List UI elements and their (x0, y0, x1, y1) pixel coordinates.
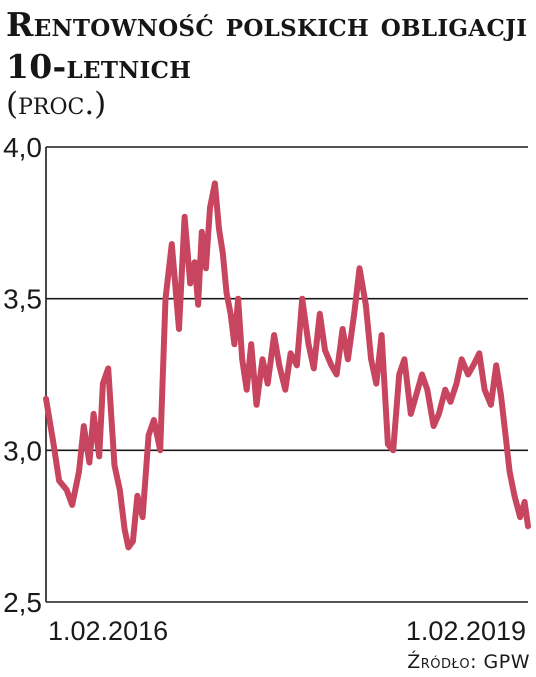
x-tick-label-end: 1.02.2019 (406, 616, 526, 646)
chart-subtitle: (proc.) (6, 86, 107, 122)
chart-title: Rentowność polskich obligacji 10-letnich (6, 5, 528, 86)
y-tick-label: 3,0 (3, 435, 42, 466)
x-tick-label-start: 1.02.2016 (48, 616, 168, 646)
source-note: Źródło: GPW (407, 651, 530, 673)
y-tick-label: 2,5 (3, 587, 42, 618)
series-line-0 (43, 180, 531, 551)
y-tick-label: 3,5 (3, 284, 42, 315)
y-tick-label: 4,0 (3, 132, 42, 163)
